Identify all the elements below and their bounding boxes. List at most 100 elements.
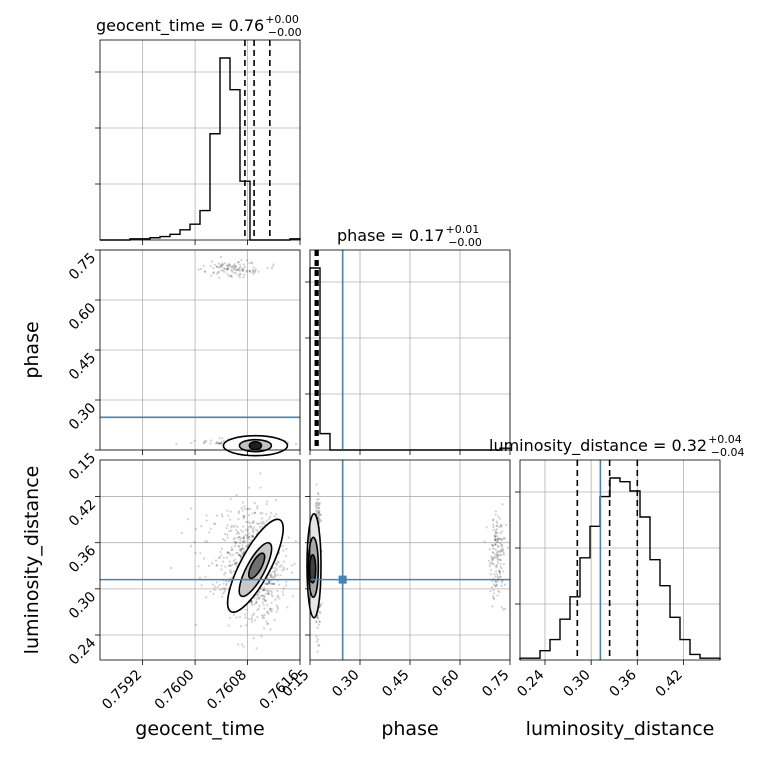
sample-point <box>199 552 202 555</box>
sample-point <box>315 507 318 510</box>
sample-point <box>231 563 234 566</box>
sample-point <box>244 545 248 548</box>
sample-point <box>496 538 500 541</box>
sample-point <box>242 547 246 550</box>
sample-point <box>317 510 320 513</box>
sample-point <box>237 274 240 277</box>
sample-point <box>255 601 259 604</box>
sample-point <box>229 497 232 500</box>
sample-point <box>316 503 319 507</box>
sample-point <box>495 583 499 586</box>
marks-layer <box>100 40 721 660</box>
sample-point <box>274 566 277 570</box>
sample-point <box>194 551 197 555</box>
sample-point <box>318 620 321 623</box>
sample-point <box>494 554 497 557</box>
sample-point <box>498 569 501 572</box>
xtick-label-geocent_time-1: 0.7600 <box>152 667 198 713</box>
grid-luminosity_distance <box>520 460 720 660</box>
sample-point <box>218 556 221 559</box>
sample-point <box>237 544 240 548</box>
truth-marker <box>338 575 347 584</box>
sample-point <box>226 266 229 270</box>
sample-point <box>219 255 223 259</box>
sample-point <box>220 269 223 272</box>
sample-point <box>265 583 268 586</box>
sample-point <box>492 519 495 522</box>
sample-point <box>260 594 264 597</box>
sample-point <box>318 643 321 647</box>
sample-point <box>499 576 503 579</box>
sample-point <box>319 611 322 614</box>
sample-point <box>229 569 232 572</box>
sample-point <box>316 505 319 508</box>
sample-point <box>267 612 270 615</box>
sample-point <box>247 486 251 489</box>
sample-point <box>269 573 272 576</box>
sample-point <box>270 601 273 604</box>
sample-point <box>256 522 259 525</box>
grid-layer <box>100 40 720 660</box>
sample-point <box>227 580 230 583</box>
sample-point <box>266 500 269 503</box>
xtick-label-phase-4: 0.75 <box>479 667 512 700</box>
sample-point <box>262 594 266 597</box>
sample-point <box>241 509 244 512</box>
sample-point <box>248 541 251 545</box>
xtick-label-luminosity_distance-1: 0.30 <box>560 667 593 700</box>
sample-point <box>243 549 246 553</box>
sample-point <box>492 525 495 529</box>
sample-point <box>499 558 503 562</box>
ylabel-luminosity-distance: luminosity_distance <box>21 466 43 655</box>
sample-point <box>242 276 245 279</box>
sample-point <box>213 588 216 591</box>
sample-point <box>240 529 243 532</box>
sample-point <box>494 543 497 546</box>
ytick-label-luminosity_distance-1: 0.30 <box>66 589 99 622</box>
sample-point <box>267 580 270 583</box>
sample-point <box>228 264 231 267</box>
sample-point <box>239 625 243 628</box>
sample-point <box>287 536 290 539</box>
sample-point <box>286 606 289 609</box>
sample-point <box>215 581 218 584</box>
sample-point <box>316 626 319 629</box>
sample-point <box>241 544 244 547</box>
sample-point <box>204 575 207 578</box>
sample-point <box>492 518 495 521</box>
sample-point <box>205 519 208 522</box>
sample-point <box>218 276 221 279</box>
sample-point <box>240 548 243 552</box>
sample-point <box>316 616 319 619</box>
sample-point <box>226 263 229 267</box>
sample-point <box>208 531 211 534</box>
sample-point <box>215 564 219 567</box>
sample-point <box>500 549 504 553</box>
sample-point <box>236 530 239 534</box>
sample-point <box>493 535 496 538</box>
sample-point <box>247 525 251 529</box>
sample-point <box>250 534 253 537</box>
sample-point <box>318 611 321 614</box>
sample-point <box>231 265 234 269</box>
sample-point <box>237 517 240 521</box>
sample-point <box>259 595 262 598</box>
sample-point <box>246 534 249 537</box>
sample-point <box>494 510 498 513</box>
sample-point <box>317 644 320 647</box>
sample-point <box>234 269 237 272</box>
sample-point <box>285 547 288 550</box>
sample-point <box>234 265 237 268</box>
sample-point <box>237 553 241 556</box>
frames-layer <box>95 39 721 665</box>
sample-point <box>268 580 271 583</box>
sample-point <box>494 585 497 588</box>
sample-point <box>229 518 232 521</box>
sample-point <box>275 568 279 571</box>
sample-point <box>254 528 257 531</box>
sample-point <box>496 540 499 543</box>
sample-point <box>498 575 501 578</box>
contour-time-distance-inner <box>248 552 266 580</box>
sample-point <box>498 542 502 545</box>
ylabel-phase: phase <box>21 321 43 378</box>
